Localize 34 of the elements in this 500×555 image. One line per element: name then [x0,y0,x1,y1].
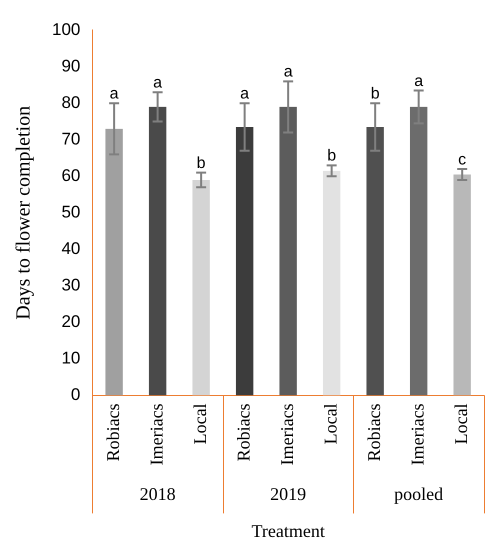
y-tick-label: 40 [61,239,80,258]
data-label: a [414,72,424,90]
x-tick-label: Robiacs [233,403,254,462]
text: 2018 [140,484,176,504]
y-tick-label: 10 [61,348,80,368]
x-tick-label: Imeriacs [146,403,166,466]
data-label: a [153,74,162,92]
text: pooled [394,484,444,504]
y-tick-label: 90 [61,56,80,76]
y-tick-label: 0 [70,385,80,404]
y-tick-label: 100 [52,20,80,39]
x-tick-label: Local [320,403,340,444]
data-label: a [284,64,293,81]
x-tick-label: Robiacs [102,403,123,462]
y-tick-label: 80 [61,92,80,112]
x-tick-label: Imeriacs [407,403,428,466]
y-axis-title: Days to flower completion [12,106,34,320]
x-tick-label: Robiacs [364,403,384,462]
y-tick-label: 20 [61,312,80,332]
y-tick-label: 60 [61,166,80,185]
x-axis-title: Treatment [251,520,325,541]
text: 2019 [270,484,306,504]
data-label: b [327,148,336,165]
y-tick-label: 50 [61,202,80,222]
x-tick-label: Local [450,403,471,444]
data-label: b [370,86,380,103]
y-tick-label: 70 [61,129,80,148]
x-tick-label: Local [190,403,210,444]
data-label: c [458,151,466,168]
data-label: b [196,155,206,172]
y-tick-label: 30 [61,276,80,295]
data-label: a [110,86,119,103]
data-label: a [240,86,250,103]
x-tick-label: Imeriacs [276,403,297,466]
